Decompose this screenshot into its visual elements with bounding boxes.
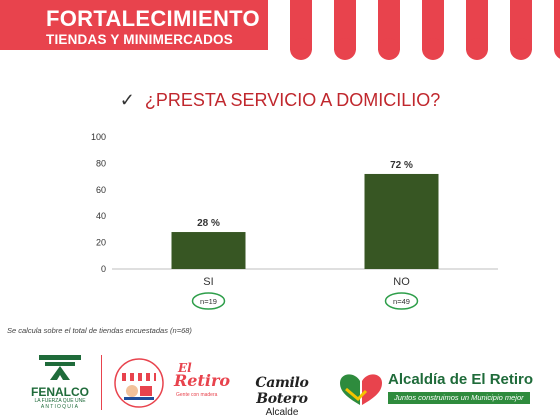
alcaldia-logo: Alcaldía de El Retiro Juntos construimos… <box>336 365 550 415</box>
awning-scallop <box>422 38 444 60</box>
page-subtitle: TIENDAS Y MINIMERCADOS <box>46 32 233 47</box>
awning-stripe <box>510 0 532 50</box>
awning-scallop <box>290 38 312 60</box>
awning-scallop <box>356 38 378 60</box>
fenalco-emblem-icon <box>39 355 81 380</box>
question-text: ¿PRESTA SERVICIO A DOMICILIO? <box>144 90 441 110</box>
alcaldia-title: Alcaldía de El Retiro <box>388 371 534 388</box>
awning-stripe <box>400 0 422 50</box>
sample-size-oval <box>384 292 419 310</box>
awning-scallop <box>444 38 466 60</box>
sample-size-label: n=49 <box>393 297 410 306</box>
category-label: NO <box>393 276 410 288</box>
awning-scallop <box>488 38 510 60</box>
fenalco-logo: FENALCO LA FUERZA QUE UNE ANTIOQUIA <box>30 353 90 410</box>
data-label: 72 % <box>390 160 413 171</box>
heart-emblem-icon <box>340 374 382 405</box>
y-tick-label: 80 <box>96 158 106 168</box>
data-label: 28 % <box>197 218 220 229</box>
awning-stripe <box>466 0 488 50</box>
y-tick-label: 40 <box>96 211 106 221</box>
awning-stripe <box>290 0 312 50</box>
awning-scallop <box>400 38 422 60</box>
alcaldia-slogan: Juntos construimos un Municipio mejor <box>388 392 530 404</box>
y-tick-label: 0 <box>101 264 106 274</box>
y-tick-label: 60 <box>96 185 106 195</box>
awning-stripe <box>268 0 290 50</box>
fenalco-name: FENALCO <box>31 385 89 399</box>
awning-stripe <box>554 0 560 50</box>
awning-scallop <box>532 38 554 60</box>
storefront-icon <box>114 358 164 408</box>
header-banner: FORTALECIMIENTO TIENDAS Y MINIMERCADOS <box>0 0 560 62</box>
footer-divider <box>101 355 102 410</box>
awning-scallop <box>268 38 290 60</box>
fenalco-region: ANTIOQUIA <box>40 404 80 410</box>
camilo-botero-logo: Camilo Botero Alcalde <box>233 375 331 418</box>
bar-no <box>364 173 439 269</box>
y-tick-label: 100 <box>91 132 106 142</box>
awning-scallop <box>334 38 356 60</box>
awning-stripe <box>378 0 400 50</box>
awning-scallop <box>510 38 532 60</box>
y-tick-label: 20 <box>96 238 106 248</box>
awning-scallop <box>378 38 400 60</box>
awning-scallop <box>554 38 560 60</box>
survey-question: ✓ ¿PRESTA SERVICIO A DOMICILIO? <box>0 90 560 111</box>
mayor-role: Alcalde <box>265 407 299 418</box>
footer-logos: FENALCO LA FUERZA QUE UNE ANTIOQUIA El R… <box>0 345 560 420</box>
el-retiro-logo: El Retiro Gente con madera <box>170 361 231 407</box>
bar-si <box>171 232 246 269</box>
checkmark-icon: ✓ <box>119 90 135 110</box>
footnote: Se calcula sobre el total de tiendas enc… <box>7 326 192 335</box>
awning-stripe <box>334 0 356 50</box>
awning-stripe <box>356 0 378 50</box>
awning-stripe <box>444 0 466 50</box>
retiro-logo-el: El <box>178 361 192 375</box>
bar-chart: 0 20 40 60 80 100 28 % SI n=19 72 % NO n=49 <box>91 132 498 310</box>
retiro-logo-tagline: Gente con madera <box>176 392 218 398</box>
sample-size-oval <box>191 292 226 310</box>
page-title: FORTALECIMIENTO <box>46 6 260 31</box>
mayor-name: Camilo Botero <box>255 375 309 407</box>
awning-scallop <box>466 38 488 60</box>
retiro-logo-main: Retiro <box>174 371 231 390</box>
awning-decoration <box>268 0 560 62</box>
awning-stripe <box>532 0 554 50</box>
awning-stripe <box>488 0 510 50</box>
awning-scallop <box>312 38 334 60</box>
sample-size-label: n=19 <box>200 297 217 306</box>
awning-stripe <box>312 0 334 50</box>
awning-stripe <box>422 0 444 50</box>
category-label: SI <box>203 276 213 288</box>
fenalco-tagline: LA FUERZA QUE UNE <box>34 398 86 404</box>
